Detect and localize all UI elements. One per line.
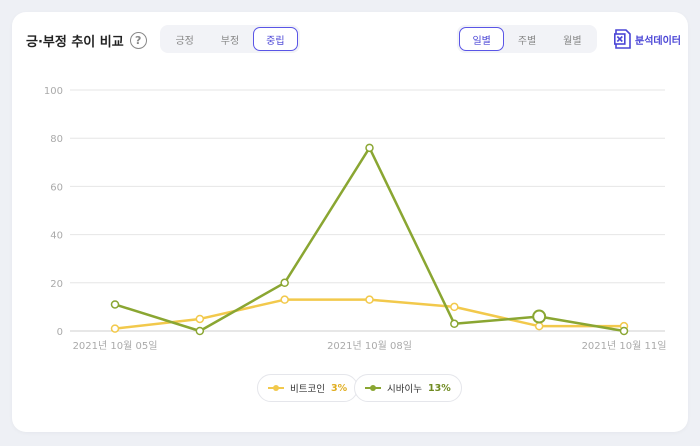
- data-point: [450, 302, 459, 312]
- tab-weekly[interactable]: 주별: [517, 35, 537, 47]
- tab-positive[interactable]: 긍정: [175, 35, 194, 47]
- y-tick-label: 0: [57, 327, 63, 338]
- card-title: 긍·부정 추이 비교 ?: [26, 31, 147, 50]
- period-tabs: 일별 주별 월별: [457, 25, 597, 53]
- legend-marker-shiba: [365, 385, 381, 391]
- y-tick-label: 40: [50, 231, 63, 242]
- data-point: [110, 300, 120, 309]
- y-tick-label: 80: [50, 134, 63, 145]
- analysis-data-button[interactable]: 분석데이터: [614, 29, 681, 49]
- tab-negative[interactable]: 부정: [220, 35, 240, 47]
- excel-icon: [614, 29, 631, 49]
- legend-item-shiba[interactable]: 시바이누 13%: [354, 374, 462, 402]
- legend-item-bitcoin[interactable]: 비트코인 3%: [257, 374, 359, 402]
- y-tick-label: 100: [44, 86, 63, 97]
- series-line-0: [114, 298, 624, 330]
- tab-monthly[interactable]: 월별: [563, 35, 582, 47]
- tab-neutral[interactable]: 중립: [252, 27, 299, 51]
- data-point: [110, 324, 120, 333]
- legend-pct-bitcoin: 3%: [330, 382, 348, 394]
- tab-daily[interactable]: 일별: [459, 27, 505, 51]
- y-tick-label: 60: [50, 182, 63, 193]
- legend-label-bitcoin: 비트코인: [290, 384, 325, 395]
- x-tick-label: 2021년 10월 08일: [327, 340, 412, 352]
- help-icon[interactable]: ?: [129, 32, 147, 49]
- sentiment-tabs: 긍정 부정 중립: [160, 25, 300, 53]
- data-point: [450, 319, 459, 329]
- legend-marker-bitcoin: [268, 385, 284, 391]
- data-point: [365, 295, 374, 304]
- analysis-label: 분석데이터: [635, 35, 681, 47]
- legend-pct-shiba: 13%: [427, 382, 451, 394]
- data-point: [619, 326, 629, 336]
- trend-card: [12, 12, 688, 432]
- data-point: [195, 314, 205, 324]
- data-point: [195, 326, 205, 336]
- x-tick-label: 2021년 10월 05일: [73, 340, 158, 352]
- data-point: [280, 278, 289, 288]
- title-text: 긍·부정 추이 비교: [26, 35, 124, 50]
- x-tick-label: 2021년 10월 11일: [582, 340, 667, 352]
- data-point: [280, 295, 289, 304]
- legend-label-shiba: 시바이누: [387, 384, 422, 395]
- data-point: [534, 321, 544, 331]
- data-point: [365, 143, 374, 153]
- y-tick-label: 20: [50, 279, 63, 290]
- highlight-point: [532, 309, 547, 324]
